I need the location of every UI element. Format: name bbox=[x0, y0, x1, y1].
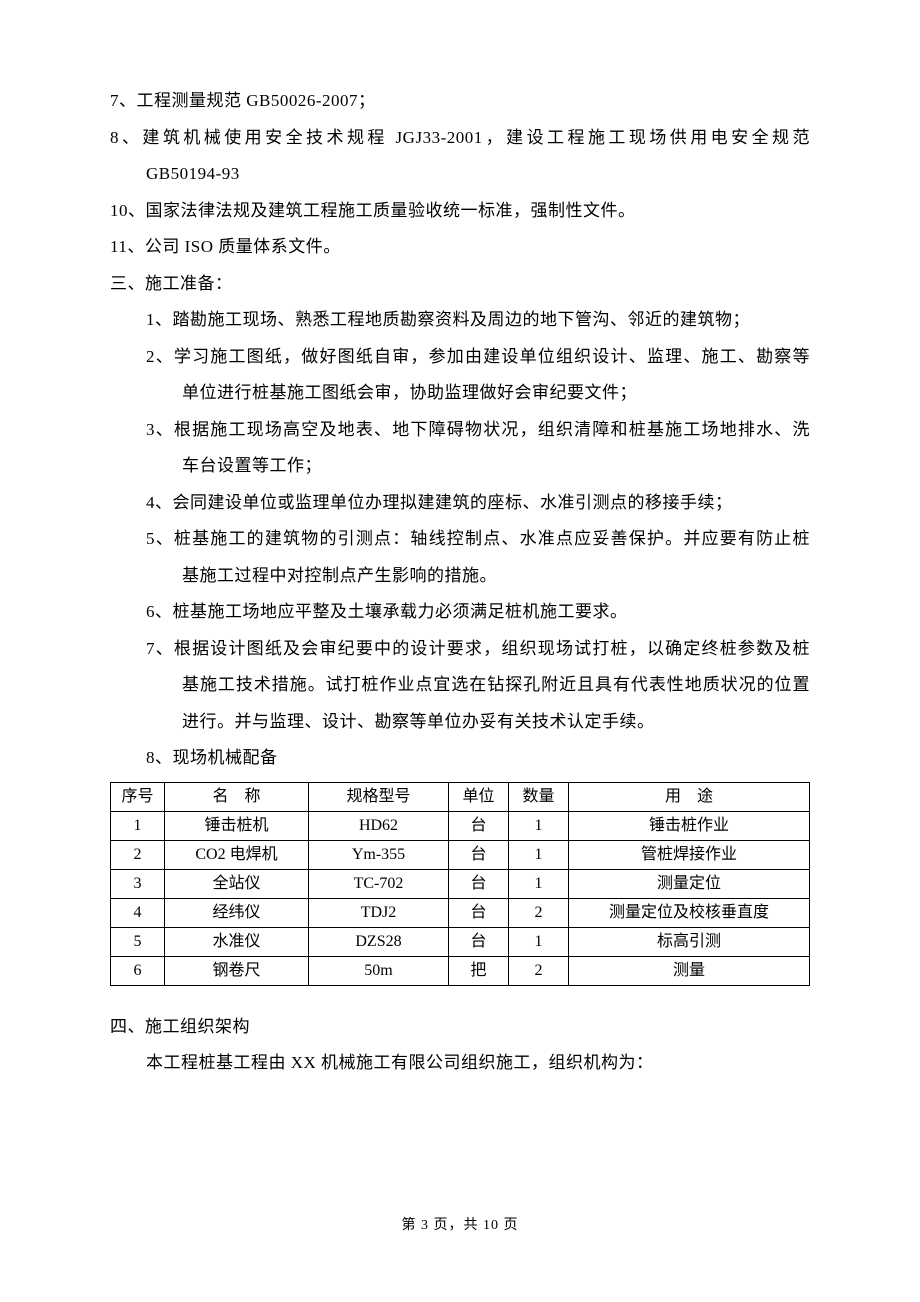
list-item-8-line1: 8、建筑机械使用安全技术规程 JGJ33-2001，建设工程施工现场供用电安全规… bbox=[110, 125, 810, 151]
td-unit: 台 bbox=[449, 927, 509, 956]
table-body: 1锤击桩机HD62台1锤击桩作业2CO2 电焊机Ym-355台1管桩焊接作业3全… bbox=[111, 811, 810, 985]
list-item-11: 11、公司 ISO 质量体系文件。 bbox=[110, 234, 810, 260]
th-qty: 数量 bbox=[509, 782, 569, 811]
td-use: 测量 bbox=[569, 956, 810, 985]
section-4-body: 本工程桩基工程由 XX 机械施工有限公司组织施工，组织机构为： bbox=[110, 1050, 810, 1076]
td-name: CO2 电焊机 bbox=[165, 840, 309, 869]
td-use: 测量定位及校核垂直度 bbox=[569, 898, 810, 927]
page-footer: 第 3 页，共 10 页 bbox=[0, 1215, 920, 1236]
td-spec: HD62 bbox=[309, 811, 449, 840]
td-spec: 50m bbox=[309, 956, 449, 985]
list-item-7: 7、工程测量规范 GB50026-2007； bbox=[110, 88, 810, 114]
td-name: 锤击桩机 bbox=[165, 811, 309, 840]
td-seq: 4 bbox=[111, 898, 165, 927]
td-spec: TC-702 bbox=[309, 869, 449, 898]
td-seq: 1 bbox=[111, 811, 165, 840]
s3-item-8: 8、现场机械配备 bbox=[110, 745, 810, 771]
td-spec: TDJ2 bbox=[309, 898, 449, 927]
td-name: 经纬仪 bbox=[165, 898, 309, 927]
table-row: 3全站仪TC-702台1测量定位 bbox=[111, 869, 810, 898]
th-use: 用 途 bbox=[569, 782, 810, 811]
s3-item-7-l2: 基施工技术措施。试打桩作业点宜选在钻探孔附近且具有代表性地质状况的位置 bbox=[110, 672, 810, 698]
td-unit: 台 bbox=[449, 869, 509, 898]
list-item-8-line2: GB50194-93 bbox=[110, 161, 810, 187]
td-seq: 2 bbox=[111, 840, 165, 869]
table-row: 6钢卷尺50m把2测量 bbox=[111, 956, 810, 985]
td-name: 水准仪 bbox=[165, 927, 309, 956]
section-4-title: 四、施工组织架构 bbox=[110, 1014, 810, 1040]
s3-item-5-l1: 5、桩基施工的建筑物的引测点：轴线控制点、水准点应妥善保护。并应要有防止桩 bbox=[110, 526, 810, 552]
th-spec: 规格型号 bbox=[309, 782, 449, 811]
td-use: 测量定位 bbox=[569, 869, 810, 898]
td-qty: 2 bbox=[509, 898, 569, 927]
s3-item-3-l1: 3、根据施工现场高空及地表、地下障碍物状况，组织清障和桩基施工场地排水、洗 bbox=[110, 417, 810, 443]
s3-item-1: 1、踏勘施工现场、熟悉工程地质勘察资料及周边的地下管沟、邻近的建筑物； bbox=[110, 307, 810, 333]
td-use: 管桩焊接作业 bbox=[569, 840, 810, 869]
table-row: 5水准仪DZS28台1标高引测 bbox=[111, 927, 810, 956]
td-qty: 2 bbox=[509, 956, 569, 985]
equipment-table: 序号 名 称 规格型号 单位 数量 用 途 1锤击桩机HD62台1锤击桩作业2C… bbox=[110, 782, 810, 986]
td-name: 钢卷尺 bbox=[165, 956, 309, 985]
s3-item-4: 4、会同建设单位或监理单位办理拟建建筑的座标、水准引测点的移接手续； bbox=[110, 490, 810, 516]
td-spec: DZS28 bbox=[309, 927, 449, 956]
td-spec: Ym-355 bbox=[309, 840, 449, 869]
td-name: 全站仪 bbox=[165, 869, 309, 898]
td-unit: 台 bbox=[449, 811, 509, 840]
th-name: 名 称 bbox=[165, 782, 309, 811]
td-seq: 6 bbox=[111, 956, 165, 985]
td-seq: 5 bbox=[111, 927, 165, 956]
s3-item-2-l2: 单位进行桩基施工图纸会审，协助监理做好会审纪要文件； bbox=[110, 380, 810, 406]
s3-item-6: 6、桩基施工场地应平整及土壤承载力必须满足桩机施工要求。 bbox=[110, 599, 810, 625]
th-seq: 序号 bbox=[111, 782, 165, 811]
td-use: 标高引测 bbox=[569, 927, 810, 956]
s3-item-2-l1: 2、学习施工图纸，做好图纸自审，参加由建设单位组织设计、监理、施工、勘察等 bbox=[110, 344, 810, 370]
s3-item-7-l1: 7、根据设计图纸及会审纪要中的设计要求，组织现场试打桩，以确定终桩参数及桩 bbox=[110, 636, 810, 662]
td-unit: 台 bbox=[449, 898, 509, 927]
s3-item-7-l3: 进行。并与监理、设计、勘察等单位办妥有关技术认定手续。 bbox=[110, 709, 810, 735]
td-qty: 1 bbox=[509, 811, 569, 840]
td-qty: 1 bbox=[509, 869, 569, 898]
td-qty: 1 bbox=[509, 840, 569, 869]
list-item-10: 10、国家法律法规及建筑工程施工质量验收统一标准，强制性文件。 bbox=[110, 198, 810, 224]
td-unit: 台 bbox=[449, 840, 509, 869]
td-use: 锤击桩作业 bbox=[569, 811, 810, 840]
table-row: 4经纬仪TDJ2台2测量定位及校核垂直度 bbox=[111, 898, 810, 927]
section-3-title: 三、施工准备： bbox=[110, 271, 810, 297]
table-row: 2CO2 电焊机Ym-355台1管桩焊接作业 bbox=[111, 840, 810, 869]
s3-item-5-l2: 基施工过程中对控制点产生影响的措施。 bbox=[110, 563, 810, 589]
th-unit: 单位 bbox=[449, 782, 509, 811]
td-seq: 3 bbox=[111, 869, 165, 898]
table-row: 1锤击桩机HD62台1锤击桩作业 bbox=[111, 811, 810, 840]
s3-item-3-l2: 车台设置等工作； bbox=[110, 453, 810, 479]
table-header-row: 序号 名 称 规格型号 单位 数量 用 途 bbox=[111, 782, 810, 811]
td-qty: 1 bbox=[509, 927, 569, 956]
td-unit: 把 bbox=[449, 956, 509, 985]
